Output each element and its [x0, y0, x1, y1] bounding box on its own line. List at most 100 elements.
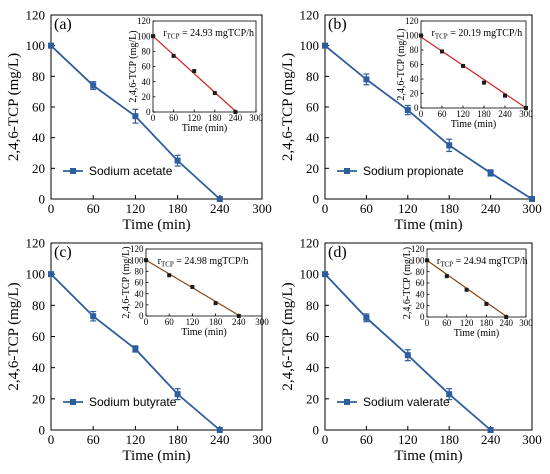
inset-y-tick-label: 20 — [135, 300, 145, 310]
legend-label: Sodium propionate — [363, 164, 464, 178]
inset-x-tick-label: 240 — [498, 109, 512, 119]
legend-swatch-marker — [70, 399, 76, 405]
legend-label: Sodium valerate — [363, 395, 450, 409]
inset-x-tick-label: 0 — [144, 317, 149, 327]
legend-swatch-marker — [344, 168, 350, 174]
y-tick-label: 0 — [313, 423, 320, 438]
rate-subscript: TCP — [435, 33, 448, 41]
inset-x-tick-label: 60 — [438, 109, 448, 119]
y-tick-label: 60 — [32, 100, 45, 115]
data-point — [322, 271, 328, 278]
inset-data-point — [236, 314, 241, 318]
inset-x-tick-label: 0 — [425, 318, 430, 328]
legend-label: Sodium acetate — [89, 164, 173, 178]
data-point — [363, 76, 370, 83]
x-tick-label: 120 — [398, 432, 418, 447]
inset-x-tick-label: 240 — [499, 318, 513, 328]
inset-x-tick-label: 180 — [209, 317, 223, 327]
y-tick-label: 60 — [306, 100, 319, 115]
inset-y-tick-label: 0 — [414, 103, 419, 113]
inset-x-axis-title: Time (min) — [454, 328, 499, 339]
y-tick-label: 120 — [300, 8, 320, 23]
x-tick-label: 240 — [481, 201, 501, 216]
inset-x-tick-label: 180 — [208, 113, 222, 123]
x-tick-label: 180 — [439, 432, 459, 447]
x-tick-label: 60 — [87, 201, 100, 216]
inset-data-point — [524, 106, 528, 110]
inset-y-tick-label: 40 — [142, 77, 152, 87]
y-tick-label: 100 — [26, 38, 46, 53]
x-tick-label: 300 — [522, 201, 542, 216]
inset-y-tick-label: 80 — [142, 46, 152, 56]
rate-symbol: r — [437, 256, 441, 267]
inset-data-point — [212, 91, 217, 96]
y-tick-label: 120 — [300, 236, 320, 251]
inset-x-tick-label: 60 — [442, 318, 452, 328]
inset-y-axis-title: 2,4,6-TCP (mg/L) — [128, 30, 139, 102]
rate-annotation: rTCP = 24.98 mgTCP/h — [158, 256, 249, 269]
rate-symbol: r — [158, 256, 162, 267]
y-tick-label: 60 — [306, 329, 319, 344]
inset-data-point — [213, 301, 218, 306]
inset-x-tick-label: 0 — [419, 109, 424, 119]
y-tick-label: 40 — [32, 360, 45, 375]
y-tick-label: 20 — [32, 161, 45, 176]
inset-y-tick-label: 0 — [139, 311, 144, 321]
inset-y-tick-label: 40 — [416, 289, 426, 299]
y-axis-title: 2,4,6-TCP (mg/L) — [6, 282, 22, 390]
inset-y-tick-label: 40 — [135, 289, 145, 299]
x-axis-title: Time (min) — [122, 448, 190, 464]
panel-label: (a) — [54, 16, 72, 33]
data-point — [174, 157, 181, 164]
x-tick-label: 60 — [87, 432, 100, 447]
y-axis-title: 2,4,6-TCP (mg/L) — [6, 53, 22, 161]
y-tick-label: 20 — [32, 391, 45, 406]
y-tick-label: 100 — [300, 267, 320, 282]
inset-y-tick-label: 0 — [420, 312, 425, 322]
y-tick-label: 20 — [306, 161, 319, 176]
inset-y-tick-label: 100 — [411, 255, 425, 265]
inset-x-tick-label: 120 — [456, 109, 470, 119]
legend-swatch-marker — [70, 168, 76, 174]
data-point — [446, 142, 453, 149]
panel-label: (d) — [328, 244, 347, 261]
panel-label: (c) — [54, 244, 72, 261]
data-point — [363, 314, 370, 321]
inset-x-axis-title: Time (min) — [451, 119, 496, 130]
rate-value: = 24.94 mgTCP/h — [453, 256, 528, 267]
inset-data-point — [482, 80, 486, 85]
legend-label: Sodium butyrate — [89, 395, 177, 409]
inset-data-point — [464, 287, 469, 292]
y-axis-title: 2,4,6-TCP (mg/L) — [280, 282, 296, 390]
inset-data-point — [144, 258, 148, 263]
inset-x-tick-label: 240 — [232, 317, 246, 327]
inset-x-tick-label: 300 — [255, 317, 269, 327]
inset-x-tick-label: 120 — [460, 318, 474, 328]
inset-data-point — [440, 49, 444, 54]
inset-data-point — [190, 284, 195, 289]
y-tick-label: 40 — [306, 360, 319, 375]
x-tick-label: 240 — [481, 432, 501, 447]
inset-y-tick-label: 100 — [137, 31, 151, 41]
inset-x-tick-label: 240 — [229, 113, 243, 123]
inset-x-tick-label: 180 — [480, 318, 494, 328]
x-tick-label: 120 — [126, 432, 146, 447]
inset-y-axis-title: 2,4,6-TCP (mg/L) — [402, 247, 413, 319]
series-line — [324, 44, 533, 200]
inset-data-point — [504, 315, 509, 319]
y-tick-label: 120 — [26, 236, 46, 251]
inset-x-tick-label: 0 — [151, 113, 156, 123]
data-point — [48, 271, 54, 278]
data-point — [90, 313, 97, 320]
y-tick-label: 40 — [306, 130, 319, 145]
x-axis-title: Time (min) — [394, 217, 462, 233]
inset-y-tick-label: 80 — [135, 266, 145, 276]
data-point — [446, 391, 453, 398]
legend-swatch-marker — [344, 399, 350, 405]
inset-y-tick-label: 80 — [410, 45, 420, 55]
y-tick-label: 0 — [39, 423, 46, 438]
data-point — [132, 113, 139, 120]
